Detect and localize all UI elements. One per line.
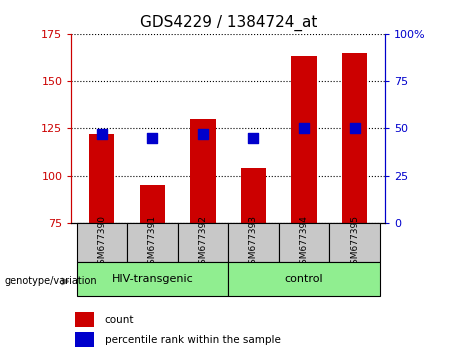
Point	[199, 131, 207, 137]
Bar	[140, 185, 165, 223]
Bar	[75, 332, 94, 347]
Bar	[342, 52, 367, 223]
Bar	[190, 119, 216, 223]
Bar	[127, 223, 177, 262]
Bar	[77, 262, 228, 296]
Point	[250, 135, 257, 141]
Bar	[75, 312, 94, 327]
Bar	[228, 223, 279, 262]
Bar	[177, 223, 228, 262]
Text: GSM677391: GSM677391	[148, 215, 157, 270]
Text: GSM677393: GSM677393	[249, 215, 258, 270]
Text: GSM677392: GSM677392	[198, 215, 207, 270]
Title: GDS4229 / 1384724_at: GDS4229 / 1384724_at	[140, 15, 317, 31]
Text: HIV-transgenic: HIV-transgenic	[112, 274, 193, 284]
Bar	[329, 223, 380, 262]
Point	[98, 131, 106, 137]
Bar	[89, 134, 114, 223]
Bar	[77, 223, 127, 262]
Point	[148, 135, 156, 141]
Text: control: control	[285, 274, 323, 284]
Text: GSM677395: GSM677395	[350, 215, 359, 270]
Text: genotype/variation: genotype/variation	[5, 276, 97, 286]
Point	[351, 126, 358, 131]
Text: GSM677394: GSM677394	[300, 215, 308, 270]
Text: GSM677390: GSM677390	[97, 215, 106, 270]
Bar	[291, 56, 317, 223]
Bar	[228, 262, 380, 296]
Text: count: count	[105, 315, 134, 325]
Point	[301, 126, 308, 131]
Text: percentile rank within the sample: percentile rank within the sample	[105, 335, 281, 345]
Bar	[279, 223, 329, 262]
Bar	[241, 168, 266, 223]
